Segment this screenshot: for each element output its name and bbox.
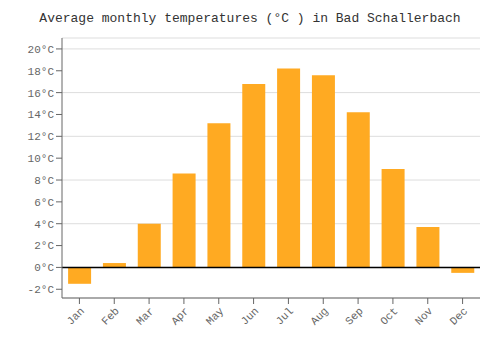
svg-text:4°C: 4°C (34, 219, 54, 231)
svg-text:6°C: 6°C (34, 197, 54, 209)
svg-text:Jan: Jan (65, 305, 87, 327)
svg-text:0°C: 0°C (34, 262, 54, 274)
svg-text:May: May (204, 305, 227, 328)
svg-text:Jul: Jul (274, 305, 296, 327)
svg-text:Dec: Dec (448, 305, 470, 327)
svg-text:Jun: Jun (239, 305, 261, 327)
svg-text:Sep: Sep (343, 305, 365, 327)
svg-text:2°C: 2°C (34, 240, 54, 252)
svg-text:Feb: Feb (99, 305, 121, 327)
svg-text:10°C: 10°C (28, 153, 55, 165)
svg-text:8°C: 8°C (34, 175, 54, 187)
svg-text:16°C: 16°C (28, 88, 55, 100)
svg-text:14°C: 14°C (28, 109, 55, 121)
svg-text:Mar: Mar (134, 305, 156, 327)
svg-text:Nov: Nov (413, 305, 436, 328)
svg-text:-2°C: -2°C (28, 284, 55, 296)
svg-text:12°C: 12°C (28, 131, 55, 143)
svg-text:18°C: 18°C (28, 66, 55, 78)
svg-text:Apr: Apr (169, 305, 191, 327)
svg-text:20°C: 20°C (28, 44, 55, 56)
svg-text:Aug: Aug (308, 305, 330, 327)
html-text:Average monthly temperatures (: Average monthly temperatures (°C ) in Ba… (39, 11, 461, 26)
svg-text:Oct: Oct (378, 305, 400, 327)
